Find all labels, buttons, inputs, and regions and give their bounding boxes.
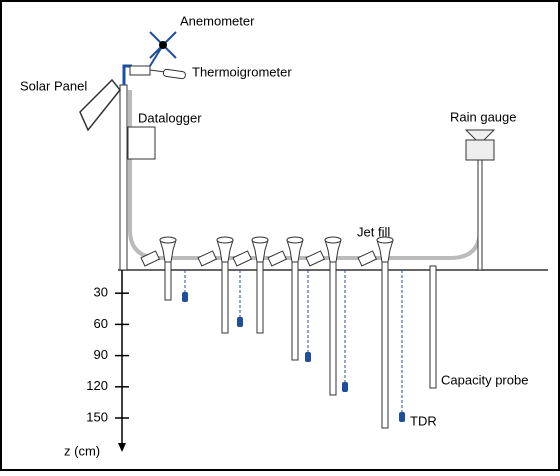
gauge [232, 250, 253, 267]
thermoigrometer-box [129, 65, 151, 76]
tick-label: 60 [94, 316, 108, 331]
tdr-sensor [305, 352, 311, 362]
tdr-sensor [399, 412, 405, 422]
jet-fill-body [329, 261, 337, 396]
gauge [305, 250, 326, 267]
thermoigrometer-arm [149, 69, 166, 73]
mast [122, 64, 132, 85]
label: Anemometer [180, 13, 255, 28]
tick-label: 120 [86, 378, 108, 393]
jet-fill-body [291, 261, 299, 361]
rain-gauge-body [465, 139, 495, 161]
jet-fill-top [376, 236, 394, 244]
tick-label: 150 [86, 409, 108, 424]
label: Datalogger [138, 110, 202, 125]
label: Capacity probe [441, 372, 528, 387]
axis-title: z (cm) [64, 443, 100, 458]
jet-fill-top [251, 236, 269, 244]
solar-panel [79, 78, 121, 132]
label: Rain gauge [450, 109, 517, 124]
jet-fill-body [164, 261, 172, 301]
tdr-sensor [237, 317, 243, 327]
label: Jet fill [357, 224, 390, 239]
capacity-probe [429, 265, 437, 389]
jet-fill-body [381, 261, 389, 429]
gauge [357, 250, 378, 267]
axis-arrow [118, 443, 126, 452]
anemometer-hub [159, 41, 167, 49]
gauge [197, 250, 218, 267]
tdr-sensor [342, 382, 348, 392]
pole [119, 84, 128, 271]
datalogger-box [127, 126, 156, 160]
probes [140, 236, 405, 429]
jet-fill-top [159, 236, 177, 244]
jet-fill-body [221, 261, 229, 334]
jet-fill-top [216, 236, 234, 244]
tick-label: 30 [94, 285, 108, 300]
gauge [140, 250, 161, 267]
jet-fill-body [256, 261, 264, 334]
rain-gauge-pole [477, 159, 483, 271]
thermoigrometer-sensor [162, 68, 186, 80]
label: Solar Panel [20, 78, 87, 93]
jet-fill-top [324, 236, 342, 244]
label: Thermoigrometer [192, 64, 292, 79]
tick-label: 90 [94, 347, 108, 362]
anemometer-arms [149, 31, 177, 67]
gauge [267, 250, 288, 267]
jet-fill-top [286, 236, 304, 244]
tdr-sensor [182, 292, 188, 302]
label: TDR [410, 413, 437, 428]
